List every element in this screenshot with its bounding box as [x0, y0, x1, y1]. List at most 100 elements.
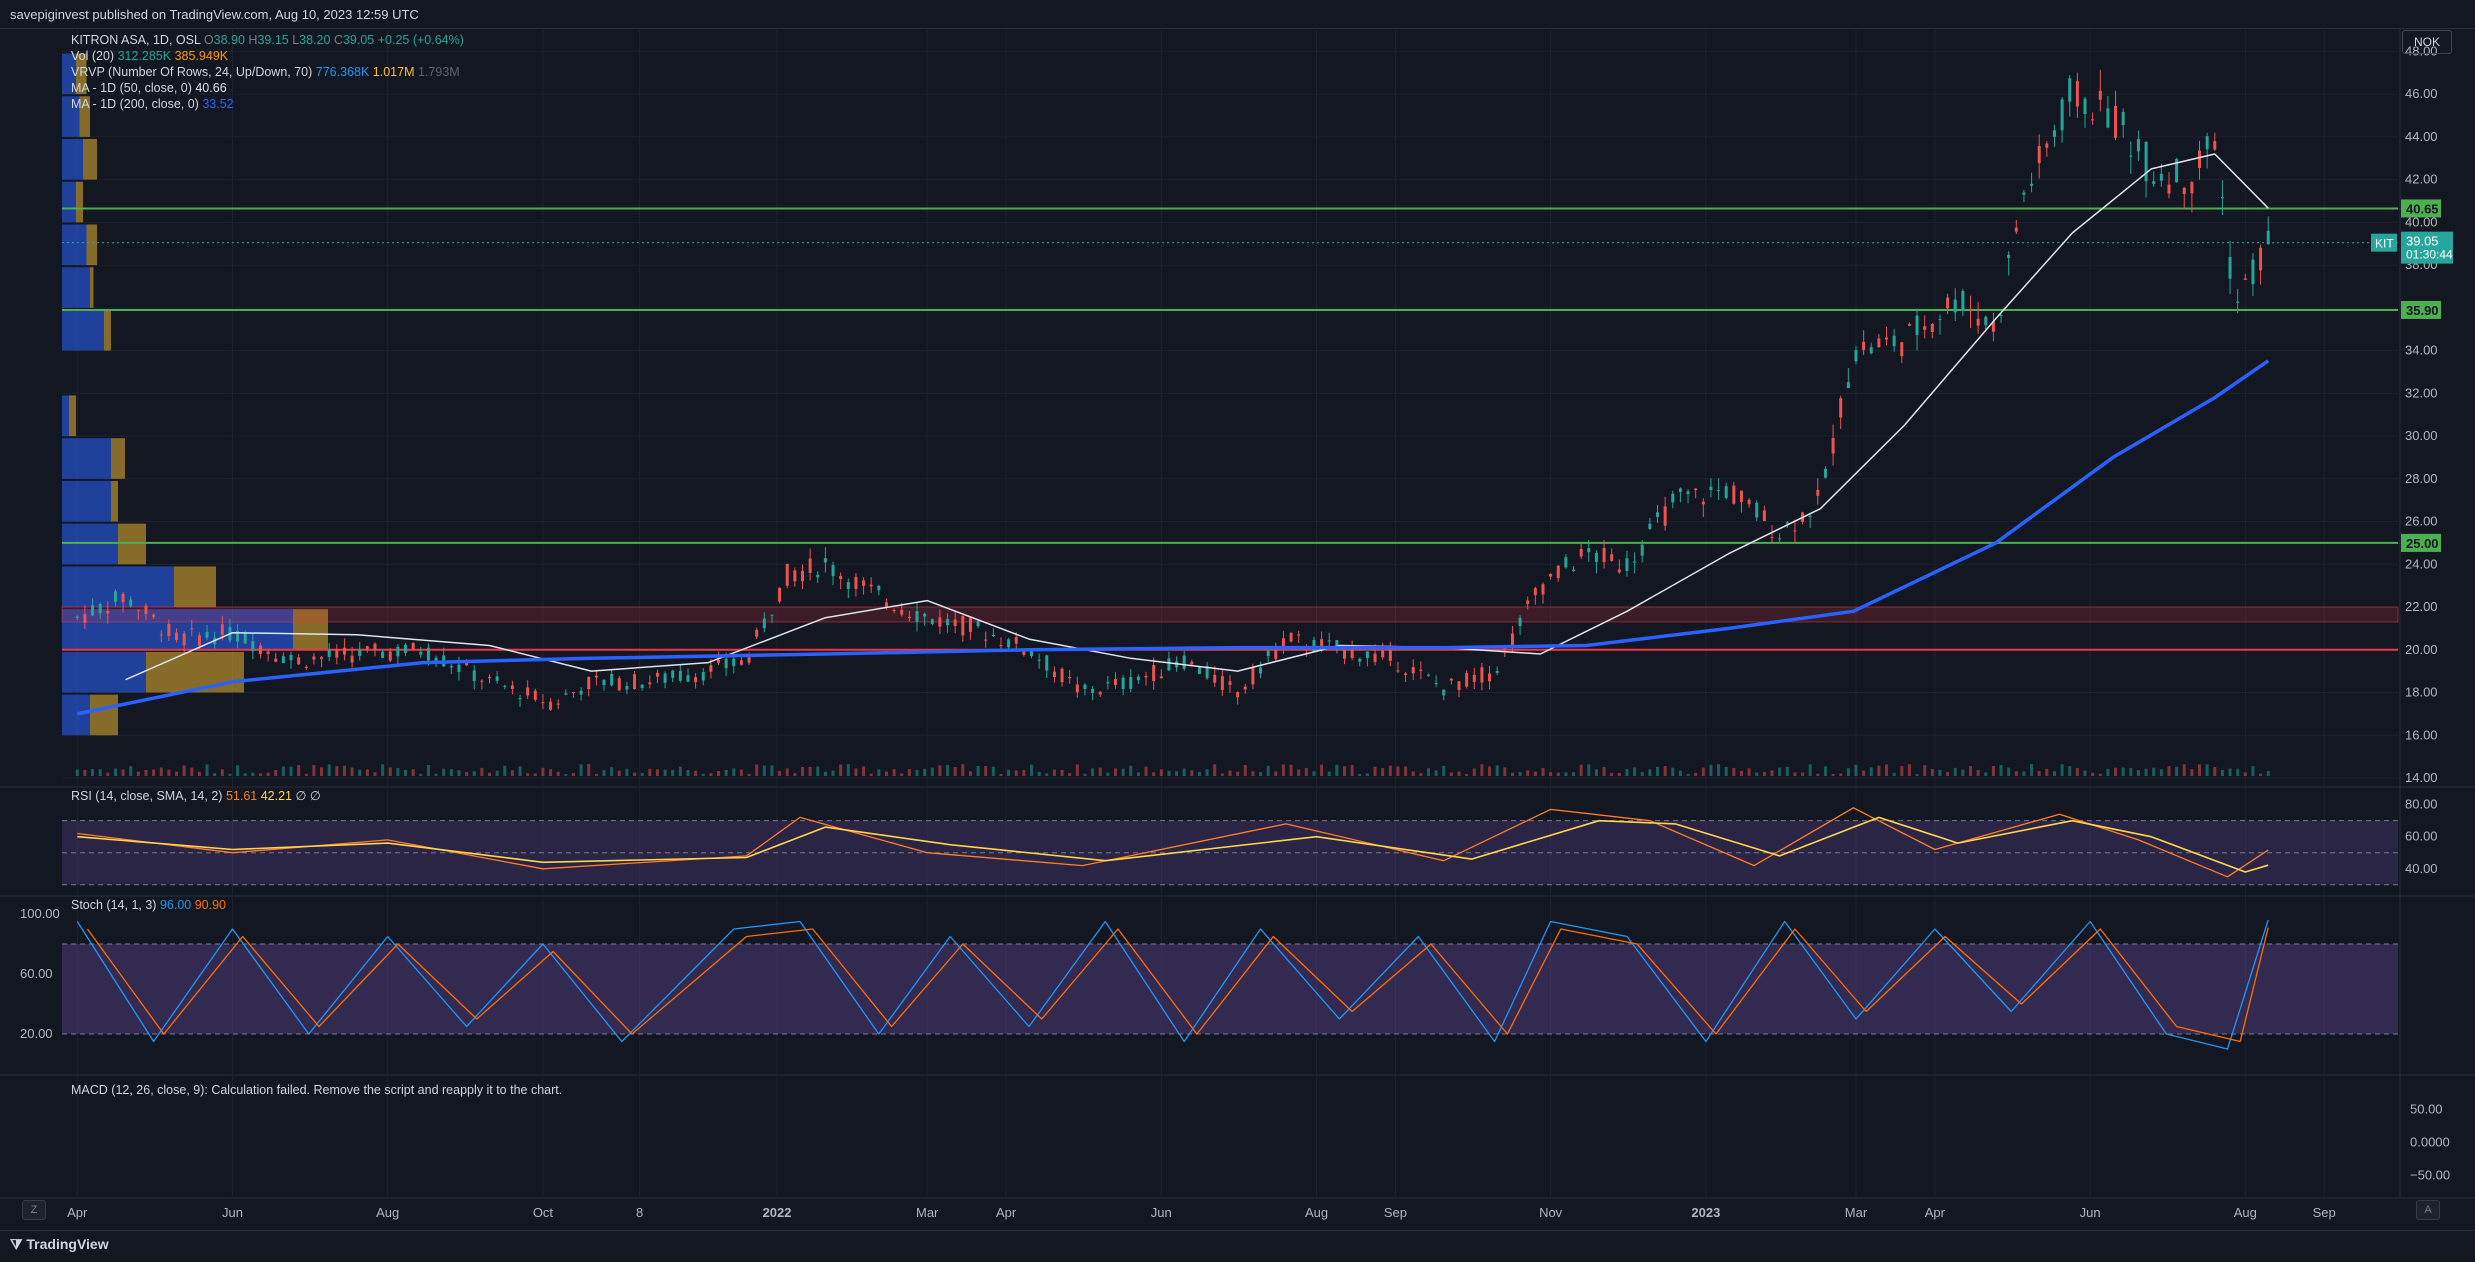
- candle-body: [1281, 638, 1285, 650]
- countdown-badge: 01:30:44: [2406, 248, 2453, 262]
- volume-bar: [411, 769, 415, 776]
- chart-canvas[interactable]: Apr Jun Aug Oct 8 2022 Mar Apr Jun Aug Sep Nov 2023 M…: [0, 0, 2475, 1230]
- legend-rsi[interactable]: RSI (14, close, SMA, 14, 2) 51.61 42.21 …: [71, 788, 321, 803]
- candle-body: [923, 613, 927, 617]
- grid-lines: [0, 28, 2475, 1199]
- candle-body: [1213, 674, 1217, 683]
- legend-symbol[interactable]: KITRON ASA, 1D, OSL O38.90 H39.15 L38.20…: [71, 33, 464, 47]
- candle-body: [1350, 649, 1354, 659]
- candle-body: [297, 657, 301, 665]
- candle-body: [129, 599, 133, 607]
- volume-bar: [968, 771, 972, 776]
- volume-bar: [1701, 767, 1705, 776]
- volume-profile-down-bar: [69, 395, 76, 437]
- goto-start-button[interactable]: Z: [22, 1200, 46, 1220]
- candle-body: [1694, 488, 1698, 491]
- candle-body: [1747, 499, 1751, 505]
- legend-ma50[interactable]: MA - 1D (50, close, 0) 40.66: [71, 81, 227, 95]
- candle-body: [1770, 537, 1774, 539]
- ma200-value: 33.52: [202, 97, 234, 111]
- auto-scale-button[interactable]: A: [2416, 1200, 2440, 1220]
- candle-body: [388, 651, 392, 661]
- currency-button[interactable]: NOK: [2402, 30, 2452, 54]
- rsi-v4: ∅: [309, 789, 321, 803]
- volume-bar: [465, 771, 469, 776]
- candle-body: [793, 570, 797, 582]
- legend-ma200[interactable]: MA - 1D (200, close, 0) 33.52: [71, 97, 234, 111]
- y-tick-label: 34.00: [2405, 343, 2438, 358]
- candle-body: [839, 575, 843, 579]
- volume-bar: [1610, 772, 1614, 776]
- volume-bar: [884, 771, 888, 776]
- volume-bar: [1717, 764, 1721, 776]
- candle-body: [1297, 634, 1301, 636]
- ma50-name: MA - 1D (50, close, 0): [71, 81, 192, 95]
- volume-bar: [2083, 770, 2087, 776]
- volume-bar: [816, 766, 820, 776]
- volume-bar: [1579, 764, 1583, 776]
- candle-body: [2220, 197, 2224, 199]
- low-label: L: [292, 33, 300, 47]
- ma50-line: [125, 153, 2269, 681]
- candle-body: [1968, 309, 1972, 312]
- volume-bar: [1358, 773, 1362, 776]
- legend-vrvp[interactable]: VRVP (Number Of Rows, 24, Up/Down, 70) 7…: [71, 65, 460, 79]
- candle-body: [434, 657, 438, 664]
- volume-bar: [1365, 773, 1369, 776]
- volume-bar: [549, 769, 553, 776]
- volume-bar: [1503, 767, 1507, 776]
- volume-bar: [1259, 772, 1263, 776]
- volume-bar: [365, 769, 369, 776]
- volume-profile-down-bar: [90, 267, 94, 308]
- candle-body: [1656, 512, 1660, 518]
- volume-bar: [1724, 767, 1728, 776]
- volume-bar: [946, 764, 950, 776]
- candle-body: [549, 701, 553, 710]
- candle-body: [1510, 633, 1514, 646]
- x-tick-label: 2022: [763, 1205, 792, 1220]
- volume-bar: [1831, 773, 1835, 776]
- candle-body: [1526, 600, 1530, 604]
- candle-body: [2182, 187, 2186, 195]
- candle-body: [2251, 259, 2255, 285]
- volume-bar: [1068, 773, 1072, 776]
- candle-body: [571, 692, 575, 694]
- volume-bar: [602, 770, 606, 776]
- volume-bar: [1709, 764, 1713, 776]
- volume-bar: [1228, 770, 1232, 776]
- candle-body: [1877, 338, 1881, 348]
- volume-profile: [62, 53, 328, 736]
- volume-bar: [236, 765, 240, 776]
- ticker-badge: KIT: [2375, 237, 2394, 251]
- x-tick-label: Aug: [2234, 1205, 2257, 1220]
- candle-body: [2213, 141, 2217, 150]
- volume-bar: [633, 772, 637, 776]
- volume-bar: [2114, 767, 2118, 776]
- volume-bar: [297, 765, 301, 776]
- published-caption: savepiginvest published on TradingView.c…: [10, 7, 419, 22]
- candle-body: [1518, 617, 1522, 626]
- volume-bar: [2182, 764, 2186, 776]
- volume-bar: [930, 767, 934, 776]
- stoch-pane: [62, 919, 2398, 1050]
- volume-profile-up-bar: [62, 96, 80, 137]
- volume-bar: [106, 772, 110, 776]
- candle-body: [1999, 315, 2003, 317]
- candle-body: [1182, 655, 1186, 669]
- candle-body: [1014, 637, 1018, 644]
- volume-bar: [2228, 768, 2232, 776]
- y-tick-label: 26.00: [2405, 514, 2438, 529]
- volume-bar: [1755, 772, 1759, 776]
- legend-volume[interactable]: Vol (20) 312.285K 385.949K: [71, 49, 228, 63]
- x-tick-label: Mar: [1845, 1205, 1868, 1220]
- candle-body: [258, 645, 262, 654]
- legend-macd[interactable]: MACD (12, 26, close, 9): Calculation fai…: [71, 1083, 562, 1097]
- volume-bar: [1923, 765, 1927, 776]
- close-label: C: [333, 33, 343, 47]
- volume-bar: [175, 771, 179, 776]
- volume-bar: [1907, 764, 1911, 776]
- ma50-value: 40.66: [195, 81, 227, 95]
- legend-stoch[interactable]: Stoch (14, 1, 3) 96.00 90.90: [71, 898, 226, 912]
- top-bar: savepiginvest published on TradingView.c…: [0, 0, 2475, 29]
- candle-body: [1289, 632, 1293, 642]
